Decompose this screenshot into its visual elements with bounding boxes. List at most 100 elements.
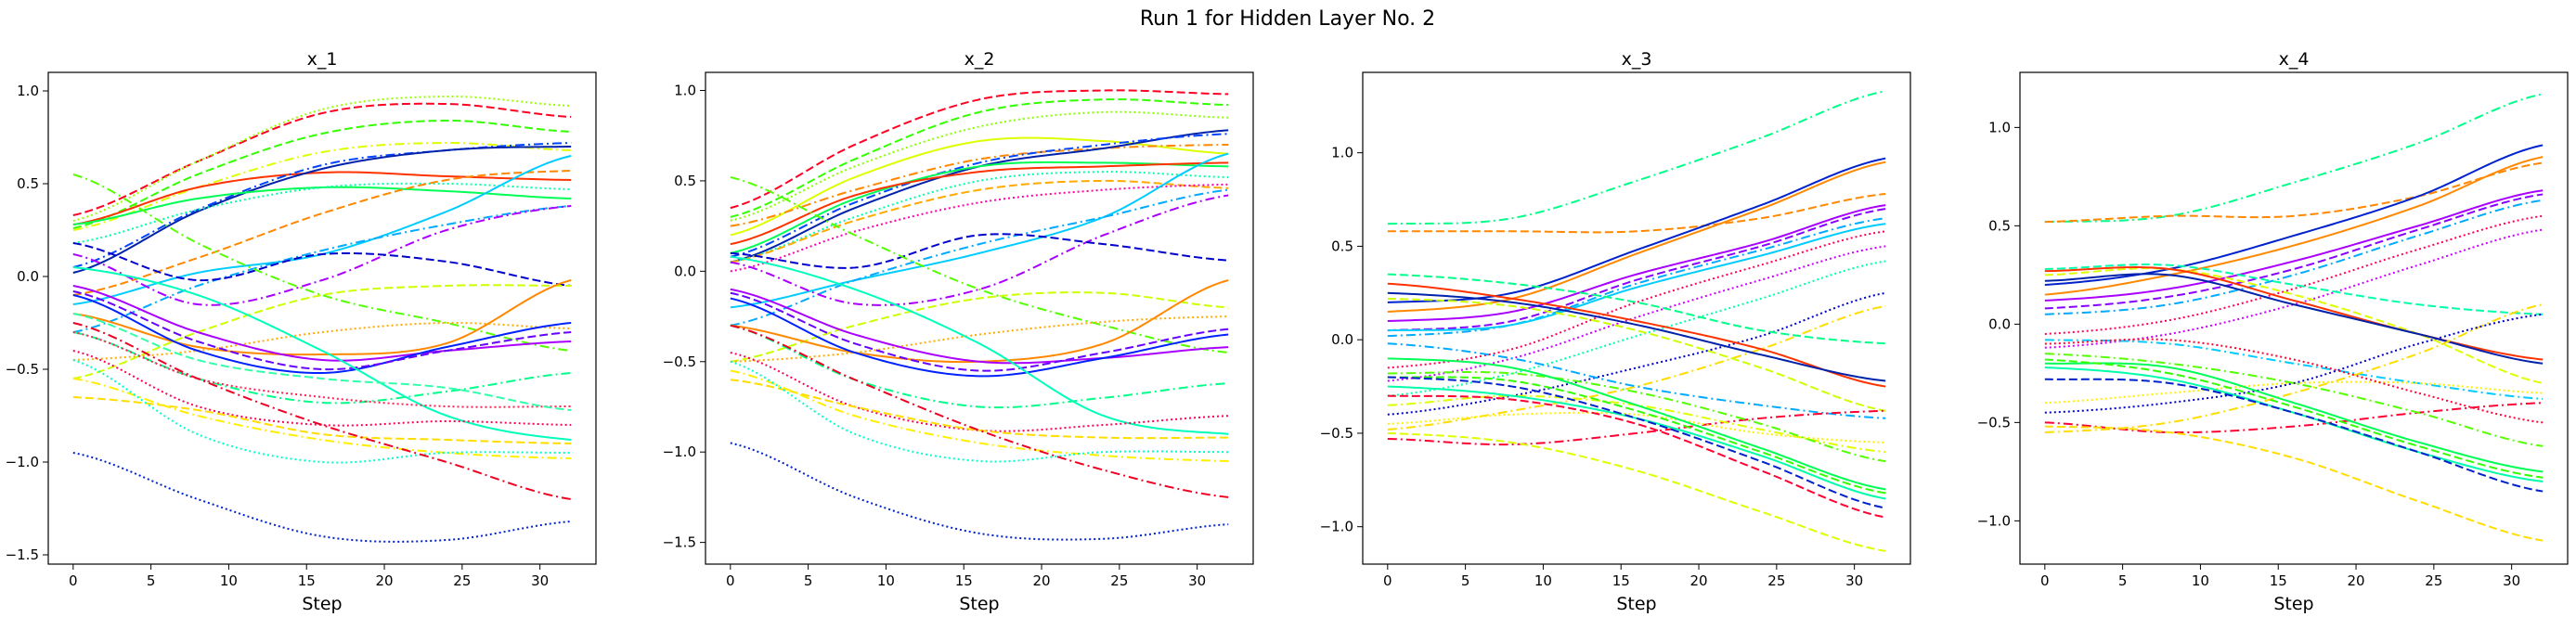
series-line-10 xyxy=(72,170,572,296)
series-line-3 xyxy=(2044,144,2544,286)
series-line-5 xyxy=(72,171,572,225)
series-line-27 xyxy=(1387,394,1886,519)
series-line-4 xyxy=(1387,161,1886,313)
series-line-25 xyxy=(2044,338,2544,424)
x-tick-label: 25 xyxy=(453,572,471,589)
x-axis-label: Step xyxy=(959,594,999,614)
plot-frame xyxy=(47,71,597,565)
x-tick-label: 30 xyxy=(2503,572,2520,589)
y-tick-label: 0.0 xyxy=(674,263,696,279)
series-line-11 xyxy=(730,179,1229,264)
y-tick-label: 0.5 xyxy=(1331,238,1353,254)
y-tick-label: 0.5 xyxy=(674,173,696,189)
subplot-3: 0 5 10 15 20 25 30 −1.0 −0.5 0.0 0.5 1.0 x_3 Step xyxy=(1320,49,1911,614)
series-line-17 xyxy=(730,176,1229,354)
x-axis-label: Step xyxy=(1616,594,1656,614)
series-line-18 xyxy=(1387,342,1886,419)
x-tick-label: 10 xyxy=(220,572,238,589)
series-line-19 xyxy=(72,285,572,362)
subplot-title: x_1 xyxy=(307,49,338,70)
figure-title: Run 1 for Hidden Layer No. 2 xyxy=(1140,7,1435,31)
series-line-1 xyxy=(2044,93,2544,224)
x-axis-label: Step xyxy=(302,594,342,614)
plot-frame xyxy=(1362,71,1911,565)
x-tick-label: 5 xyxy=(804,572,813,589)
series-line-30 xyxy=(730,324,1229,498)
series-line-16 xyxy=(730,233,1229,269)
y-tick-label: −0.5 xyxy=(663,353,696,370)
series-line-8 xyxy=(1387,223,1886,332)
series-line-6 xyxy=(2044,193,2544,310)
series-line-21 xyxy=(730,288,1229,365)
x-tick-label: 20 xyxy=(2347,572,2364,589)
y-tick-label: −1.0 xyxy=(1320,519,1353,535)
series-line-4 xyxy=(72,141,572,231)
series-group xyxy=(72,95,572,543)
series-line-27 xyxy=(72,396,572,444)
series-line-10 xyxy=(730,171,1229,264)
series-line-28 xyxy=(730,369,1229,462)
x-tick-label: 10 xyxy=(2192,572,2209,589)
y-tick-label: 0.0 xyxy=(17,268,39,285)
series-group xyxy=(2044,93,2544,542)
series-line-9 xyxy=(1387,230,1886,369)
x-tick-label: 0 xyxy=(1383,572,1392,589)
series-line-3 xyxy=(72,120,572,229)
series-line-2 xyxy=(730,98,1229,218)
series-line-26 xyxy=(730,352,1229,432)
series-line-23 xyxy=(72,266,572,441)
x-tick-label: 15 xyxy=(1612,572,1630,589)
series-line-10 xyxy=(2044,264,2544,315)
x-axis-label: Step xyxy=(2273,594,2313,614)
x-tick-label: 5 xyxy=(2118,572,2128,589)
series-line-9 xyxy=(2044,228,2544,349)
series-line-8 xyxy=(730,161,1229,254)
series-line-16 xyxy=(72,174,572,352)
series-line-14 xyxy=(2044,339,2544,400)
series-line-16 xyxy=(1387,273,1886,345)
x-tick-label: 20 xyxy=(1689,572,1707,589)
series-line-22 xyxy=(730,297,1229,378)
series-line-1 xyxy=(72,102,572,216)
x-tick-label: 25 xyxy=(1110,572,1128,589)
series-line-31 xyxy=(730,442,1229,541)
series-line-21 xyxy=(72,290,572,371)
x-tick-label: 25 xyxy=(2425,572,2442,589)
x-tick-label: 30 xyxy=(1845,572,1863,589)
series-line-14 xyxy=(72,242,572,287)
series-line-13 xyxy=(730,152,1229,309)
series-line-28 xyxy=(1387,431,1886,552)
series-line-10 xyxy=(1387,245,1886,382)
y-tick-label: 0.0 xyxy=(1331,331,1353,348)
series-line-25 xyxy=(730,255,1229,435)
subplot-title: x_3 xyxy=(1622,49,1652,70)
series-line-24 xyxy=(2044,425,2544,542)
series-group xyxy=(1387,90,1886,552)
series-line-15 xyxy=(1387,291,1886,382)
series-line-7 xyxy=(2044,199,2544,315)
series-line-5 xyxy=(730,143,1229,227)
subplot-grid: 0 5 10 15 20 25 30 −1.5 −1.0 −0.5 0.0 0.5 1.0 x_1 Step… xyxy=(6,49,2569,614)
x-tick-label: 20 xyxy=(375,572,393,589)
subplot-title: x_2 xyxy=(964,49,995,70)
series-line-12 xyxy=(2044,266,2544,361)
series-line-9 xyxy=(72,182,572,244)
x-tick-label: 15 xyxy=(298,572,316,589)
series-line-1 xyxy=(730,89,1229,210)
series-line-26 xyxy=(72,313,572,411)
series-line-27 xyxy=(730,379,1229,440)
y-tick-label: 1.0 xyxy=(1331,145,1353,161)
subplot-title: x_4 xyxy=(2279,49,2310,70)
series-line-5 xyxy=(1387,204,1886,323)
subplot-1: 0 5 10 15 20 25 30 −1.5 −1.0 −0.5 0.0 0.5 1.0 x_1 Step xyxy=(6,49,597,614)
series-line-4 xyxy=(2044,156,2544,296)
series-line-13 xyxy=(72,205,572,306)
series-line-6 xyxy=(1387,208,1886,332)
series-line-23 xyxy=(730,291,1229,372)
y-tick-label: −0.5 xyxy=(1320,425,1353,442)
x-tick-label: 5 xyxy=(147,572,156,589)
series-line-20 xyxy=(2044,362,2544,473)
series-line-17 xyxy=(2044,313,2544,414)
series-line-15 xyxy=(730,194,1229,306)
y-tick-label: −1.5 xyxy=(663,534,696,551)
